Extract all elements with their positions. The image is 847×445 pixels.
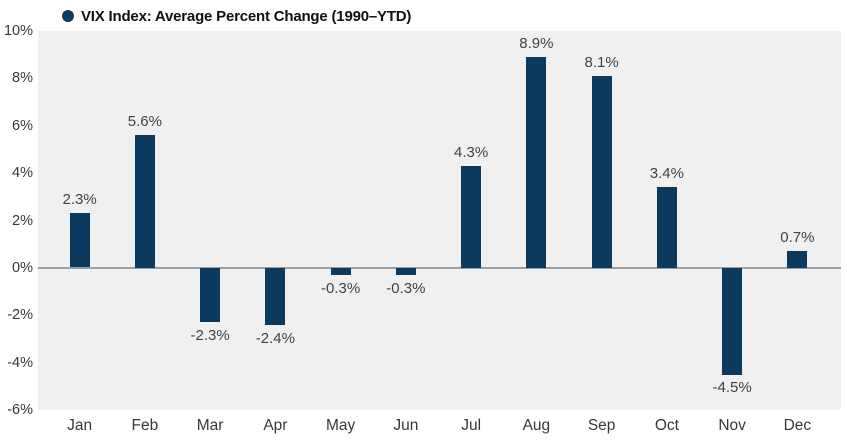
value-label-may: -0.3% [321,280,361,297]
y-tick-label--6: -6% [7,402,33,418]
x-tick-label-nov: Nov [718,417,746,434]
value-label-mar: -2.3% [190,327,230,344]
value-label-sep: 8.1% [584,54,619,71]
zero-baseline [38,267,841,269]
bar-oct [657,187,677,268]
bar-nov [722,268,742,375]
bar-may [331,268,351,275]
value-label-aug: 8.9% [519,35,554,52]
bar-mar [200,268,220,322]
x-tick-label-sep: Sep [587,417,616,434]
value-label-apr: -2.4% [255,330,295,347]
y-tick-label--2: -2% [7,307,33,324]
chart-legend: VIX Index: Average Percent Change (1990–… [62,5,411,27]
chart-title: VIX Index: Average Percent Change (1990–… [81,7,412,25]
bar-feb [135,135,155,268]
x-tick-label-oct: Oct [654,417,679,434]
x-tick-label-apr: Apr [263,417,288,434]
plot-area: 2.3% 5.6% -2.3% -2.4% -0.3% -0.3% 4.3% 8.9% 8.1%… [38,31,841,410]
bar-jun [396,268,416,275]
bar-apr [265,268,285,325]
bar-jul [461,166,481,268]
y-tick-label-8: 8% [12,70,33,87]
value-label-jan: 2.3% [62,191,97,208]
x-tick-label-jan: Jan [67,417,93,434]
x-tick-label-jul: Jul [461,417,482,434]
bar-dec [787,251,807,268]
y-tick-label--4: -4% [7,354,33,371]
value-label-nov: -4.5% [712,379,752,396]
value-label-jul: 4.3% [454,144,489,161]
legend-circle-icon [62,10,74,22]
value-label-oct: 3.4% [649,165,684,182]
y-tick-label-0: 0% [12,259,33,276]
value-label-feb: 5.6% [127,113,162,130]
x-tick-label-aug: Aug [522,417,551,434]
x-tick-label-jun: Jun [393,417,419,434]
bar-aug [526,57,546,268]
bar-sep [592,76,612,268]
value-label-dec: 0.7% [780,229,815,246]
y-tick-label-10: 10% [3,23,33,39]
x-tick-label-dec: Dec [783,417,812,434]
x-tick-label-mar: Mar [196,417,224,434]
y-tick-label-6: 6% [12,117,33,134]
x-tick-label-may: May [325,417,356,434]
x-tick-label-feb: Feb [131,417,159,434]
value-label-jun: -0.3% [386,280,426,297]
y-tick-label-4: 4% [12,165,33,182]
y-tick-label-2: 2% [12,212,33,229]
bar-jan [70,213,90,267]
